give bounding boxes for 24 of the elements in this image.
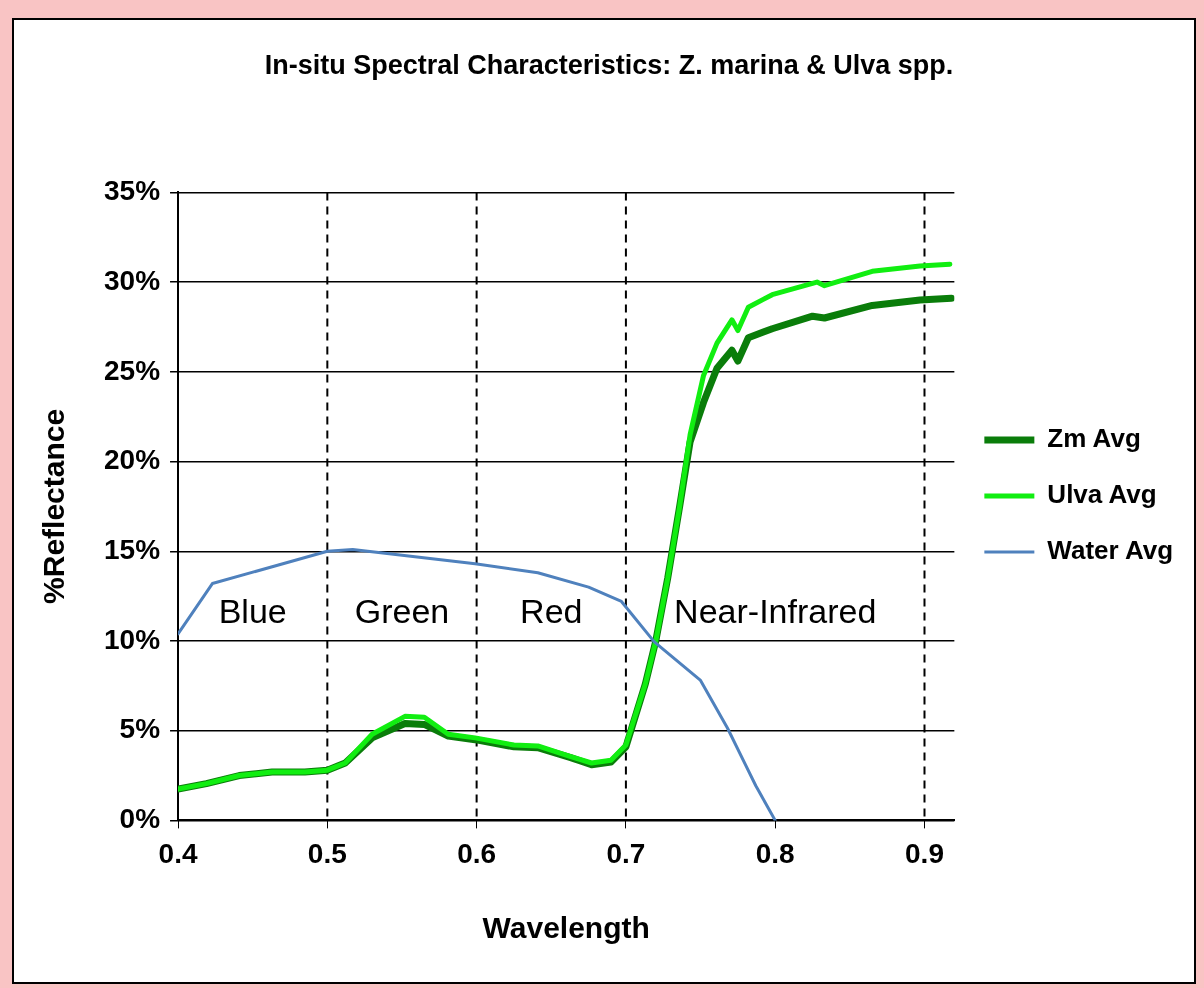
annotation: Near-Infrared [674, 591, 877, 630]
annotation: Blue [218, 591, 287, 630]
x-tick-label: 0.7 [606, 837, 646, 869]
y-axis-title: %Reflectance [37, 408, 71, 604]
y-tick-label: 0% [119, 803, 161, 835]
x-tick-label: 0.6 [457, 837, 497, 869]
annotation: Green [354, 591, 450, 630]
y-tick-label: 30% [103, 264, 161, 296]
legend-label: Water Avg [1047, 535, 1174, 566]
x-tick-label: 0.4 [158, 837, 198, 869]
x-tick-label: 0.9 [905, 837, 944, 869]
y-tick-label: 15% [103, 533, 161, 565]
legend-label: Zm Avg [1047, 423, 1141, 454]
x-tick-label: 0.8 [755, 837, 795, 869]
annotation: Red [520, 591, 583, 630]
y-tick-label: 5% [119, 713, 161, 745]
y-tick-label: 20% [103, 444, 161, 476]
y-tick-label: 10% [103, 623, 161, 655]
chart-title: In-situ Spectral Characteristics: Z. marina & Ulva spp. [264, 49, 954, 80]
y-tick-label: 35% [103, 175, 161, 207]
x-axis-title: Wavelength [482, 911, 650, 945]
legend-label: Ulva Avg [1047, 479, 1157, 510]
y-tick-label: 25% [103, 354, 161, 386]
x-tick-label: 0.5 [307, 837, 347, 869]
